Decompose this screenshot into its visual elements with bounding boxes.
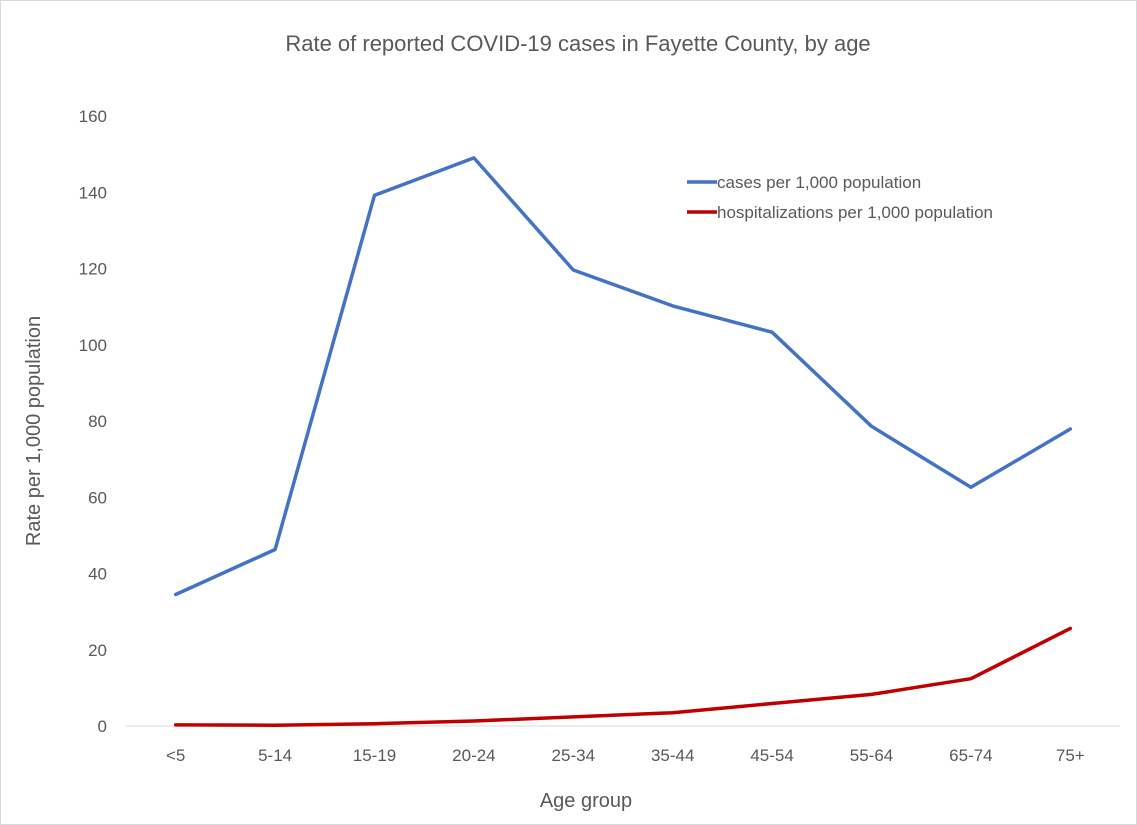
x-tick-label: 55-64 xyxy=(850,746,893,765)
x-tick-label: 25-34 xyxy=(552,746,595,765)
x-tick-label: <5 xyxy=(166,746,185,765)
legend: cases per 1,000 population hospitalizatio… xyxy=(687,173,993,222)
y-tick-label: 160 xyxy=(79,107,107,126)
x-axis-label: Age group xyxy=(540,790,632,812)
x-tick-label: 75+ xyxy=(1056,746,1085,765)
x-tick-label: 5-14 xyxy=(258,746,292,765)
x-tick-label: 65-74 xyxy=(949,746,992,765)
y-tick-labels: 0 20 40 60 80 100 120 140 160 xyxy=(79,107,107,736)
series-line-2 xyxy=(173,626,1073,727)
y-tick-label: 20 xyxy=(88,641,107,660)
x-tick-label: 35-44 xyxy=(651,746,694,765)
y-axis-label: Rate per 1,000 population xyxy=(23,316,45,546)
x-tick-labels: <5 5-14 15-19 20-24 25-34 35-44 45-54 55-64 65-7… xyxy=(166,746,1085,765)
chart-title: Rate of reported COVID-19 cases in Fayet… xyxy=(285,31,870,56)
y-tick-label: 100 xyxy=(79,336,107,355)
series-line-1 xyxy=(173,156,1073,597)
x-tick-label: 20-24 xyxy=(452,746,495,765)
legend-label: cases per 1,000 population xyxy=(717,173,921,192)
y-tick-label: 0 xyxy=(98,717,107,736)
series-lines xyxy=(173,156,1073,727)
legend-label: hospitalizations per 1,000 population xyxy=(717,203,993,222)
y-tick-label: 60 xyxy=(88,488,107,507)
y-tick-label: 80 xyxy=(88,412,107,431)
x-tick-label: 15-19 xyxy=(353,746,396,765)
y-tick-label: 40 xyxy=(88,565,107,584)
y-tick-label: 120 xyxy=(79,260,107,279)
x-tick-label: 45-54 xyxy=(750,746,793,765)
y-tick-label: 140 xyxy=(79,183,107,202)
